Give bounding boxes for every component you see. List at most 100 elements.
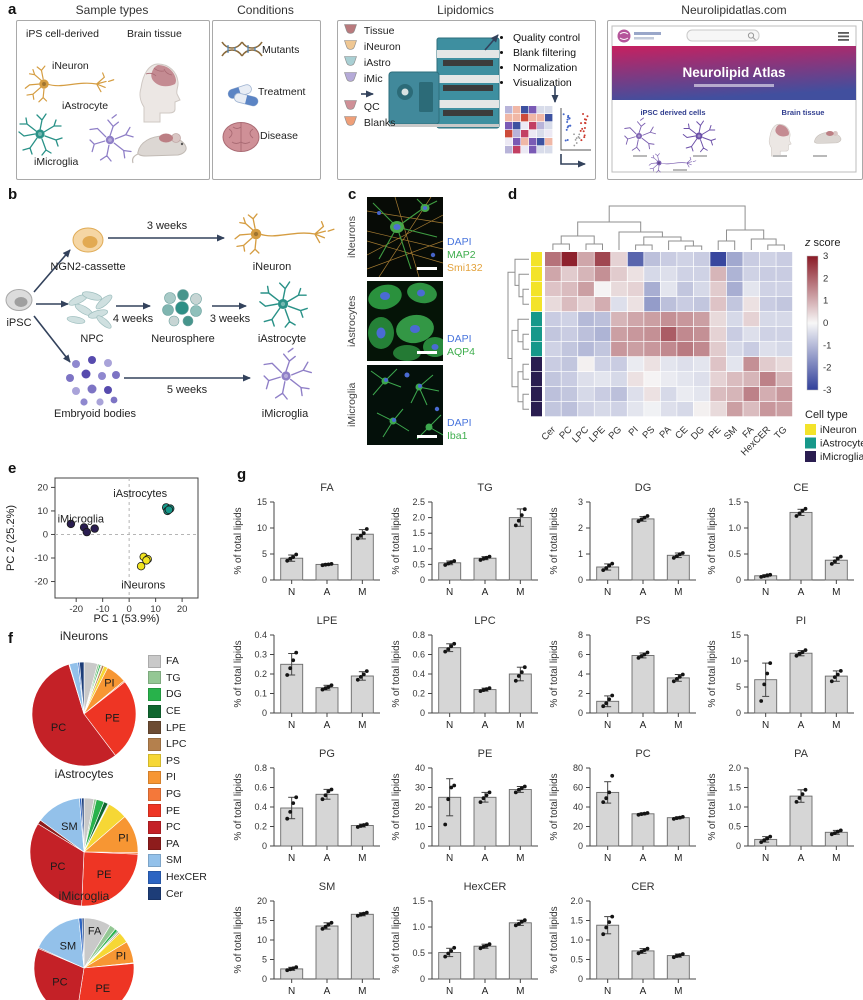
x-cat-label: N bbox=[762, 853, 769, 864]
x-cat-label: N bbox=[762, 587, 769, 598]
site-section-brain[interactable]: Brain tissue bbox=[782, 108, 825, 117]
chart-ylabel: % of total lipids bbox=[707, 507, 718, 574]
micrograph-ineurons bbox=[367, 197, 443, 277]
data-point bbox=[680, 815, 685, 819]
data-point bbox=[516, 518, 521, 523]
legend-label: LPC bbox=[166, 738, 187, 751]
data-point bbox=[601, 568, 606, 572]
data-point bbox=[449, 560, 454, 565]
data-point bbox=[794, 800, 799, 804]
data-point bbox=[355, 677, 360, 682]
x-cat-label: M bbox=[674, 853, 682, 864]
data-point bbox=[452, 641, 457, 646]
bar-A bbox=[473, 689, 497, 714]
chart-title: CER bbox=[631, 881, 654, 893]
y-tick-label: 15 bbox=[257, 916, 267, 926]
heatmap-cell bbox=[726, 342, 743, 357]
x-cat-label: A bbox=[324, 720, 331, 731]
y-tick-label: 0.5 bbox=[570, 955, 583, 965]
data-point bbox=[803, 506, 808, 511]
data-point bbox=[443, 563, 448, 567]
data-point bbox=[636, 656, 641, 660]
data-point bbox=[481, 556, 486, 561]
ipsc-cell-icon bbox=[5, 289, 33, 311]
heatmap-cell bbox=[710, 312, 727, 327]
site-head-icon[interactable] bbox=[768, 123, 792, 157]
x-cat-label: M bbox=[832, 587, 840, 598]
data-point bbox=[364, 527, 369, 531]
site-menu-icon[interactable] bbox=[838, 32, 849, 41]
heatmap-cell bbox=[561, 387, 578, 402]
data-point bbox=[481, 688, 486, 692]
data-point bbox=[449, 949, 454, 953]
data-point bbox=[326, 789, 331, 794]
heatmap-cell bbox=[611, 312, 627, 327]
heatmap-cell bbox=[578, 267, 594, 282]
data-point bbox=[326, 922, 331, 927]
heatmap-cell bbox=[578, 372, 594, 387]
data-point bbox=[484, 793, 489, 798]
heatmap-cell bbox=[611, 327, 627, 342]
data-point bbox=[320, 563, 325, 568]
data-point bbox=[759, 699, 764, 703]
data-point bbox=[446, 951, 451, 956]
legend-item-TG: TG bbox=[148, 670, 207, 687]
mini-volcano bbox=[560, 108, 591, 151]
y-tick-label: 1.0 bbox=[728, 802, 741, 812]
heatmap-cell bbox=[776, 387, 793, 402]
site-microglia-icon[interactable] bbox=[624, 117, 656, 152]
data-point bbox=[288, 967, 293, 972]
heatmap-cell bbox=[776, 342, 793, 357]
legend-item-PG: PG bbox=[148, 786, 207, 803]
pie-slice-label-PC: PC bbox=[50, 861, 65, 873]
x-cat-label: N bbox=[288, 986, 295, 997]
heatmap-col-label: SM bbox=[722, 424, 740, 442]
chart-ylabel: % of total lipids bbox=[549, 773, 560, 840]
to-processing-arrow bbox=[484, 34, 499, 51]
data-point bbox=[838, 669, 843, 673]
x-cat-label: A bbox=[640, 587, 647, 598]
x-cat-label: N bbox=[446, 986, 453, 997]
data-point bbox=[639, 949, 644, 954]
data-point bbox=[832, 675, 837, 679]
micrograph-imicroglia bbox=[367, 365, 443, 445]
site-neuron-icon[interactable] bbox=[648, 153, 697, 173]
data-point bbox=[484, 687, 489, 691]
data-point bbox=[329, 562, 334, 566]
celltype-label: iAstrocyte bbox=[820, 438, 863, 450]
site-mouse-icon[interactable] bbox=[814, 131, 842, 144]
heatmap-cell bbox=[660, 282, 677, 297]
chart-ylabel: % of total lipids bbox=[391, 906, 402, 973]
site-astrocyte-icon[interactable] bbox=[682, 120, 716, 153]
y-tick-label: 0.8 bbox=[254, 763, 267, 773]
data-point bbox=[288, 810, 293, 814]
pca-point-iNeurons bbox=[142, 556, 151, 565]
y-tick-label: 0 bbox=[578, 575, 583, 585]
legend-item-PC: PC bbox=[148, 819, 207, 836]
heatmap-cell bbox=[726, 312, 743, 327]
data-point bbox=[323, 686, 328, 691]
heatmap-cell bbox=[726, 387, 743, 402]
heatmap-cell bbox=[726, 297, 743, 312]
data-point bbox=[759, 575, 764, 579]
heatmap-cell bbox=[660, 372, 677, 387]
heatmap-cell bbox=[644, 252, 660, 267]
vial-icon bbox=[344, 24, 357, 34]
site-section-ipsc[interactable]: iPSC derived cells bbox=[640, 108, 705, 117]
treatment-label: Treatment bbox=[258, 86, 306, 98]
heatmap-cell bbox=[759, 312, 776, 327]
y-tick-label: 0.5 bbox=[412, 559, 425, 569]
astrocyte-icon bbox=[18, 113, 63, 156]
bar-chart-FA: FA % of total lipids 0 5 10 15 N A M bbox=[233, 482, 380, 598]
heatmap-cell bbox=[743, 312, 760, 327]
row-annotation bbox=[531, 357, 542, 372]
pie-slice-label-PI: PI bbox=[104, 677, 114, 689]
pie-title-iAstrocytes: iAstrocytes bbox=[55, 767, 114, 781]
x-cat-label: A bbox=[798, 853, 805, 864]
heatmap-cell bbox=[644, 357, 660, 372]
heatmap-cell bbox=[578, 402, 594, 417]
site-search-input[interactable] bbox=[686, 29, 760, 42]
data-point bbox=[797, 796, 802, 800]
data-point bbox=[762, 574, 767, 578]
heatmap-cell bbox=[693, 387, 710, 402]
